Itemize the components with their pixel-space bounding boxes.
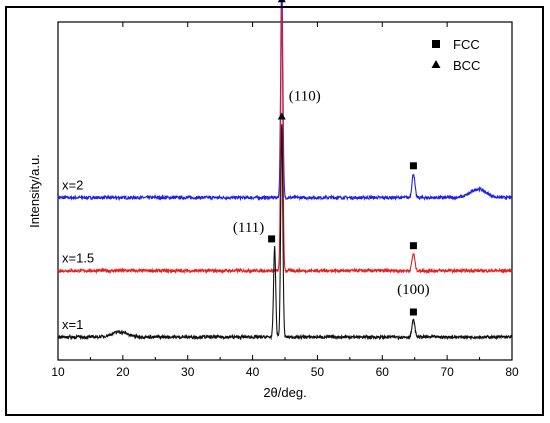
peak-label: (111) <box>233 220 264 236</box>
fcc-square-marker <box>409 162 417 170</box>
bcc-triangle-marker <box>277 112 286 120</box>
fcc-square-marker <box>409 308 417 316</box>
x-tick-label: 20 <box>116 365 130 379</box>
fcc-square-marker <box>268 235 276 243</box>
fcc-square-marker <box>409 242 417 250</box>
y-axis-label: Intensity/a.u. <box>27 154 42 228</box>
legend-fcc-square-icon <box>432 40 440 48</box>
series-line-x2 <box>57 0 513 202</box>
x-tick-label: 80 <box>505 365 519 379</box>
x-tick-label: 60 <box>376 365 390 379</box>
legend-label: FCC <box>453 37 480 52</box>
series-label: x=2 <box>62 178 83 193</box>
series-line-x1 <box>57 124 513 341</box>
x-tick-label: 10 <box>51 365 65 379</box>
peak-label: (100) <box>397 282 430 298</box>
legend-bcc-triangle-icon <box>431 60 441 68</box>
series-label: x=1.5 <box>62 251 94 266</box>
legend-label: BCC <box>453 58 480 73</box>
x-tick-label: 50 <box>311 365 325 379</box>
x-tick-label: 30 <box>181 365 195 379</box>
bcc-triangle-marker <box>277 0 286 3</box>
x-axis-label: 2θ/deg. <box>263 385 306 400</box>
series-label: x=1 <box>62 317 83 332</box>
x-tick-label: 40 <box>246 365 260 379</box>
peak-label: (110) <box>289 89 321 105</box>
series-line-x15 <box>57 7 513 275</box>
x-tick-label: 70 <box>440 365 454 379</box>
